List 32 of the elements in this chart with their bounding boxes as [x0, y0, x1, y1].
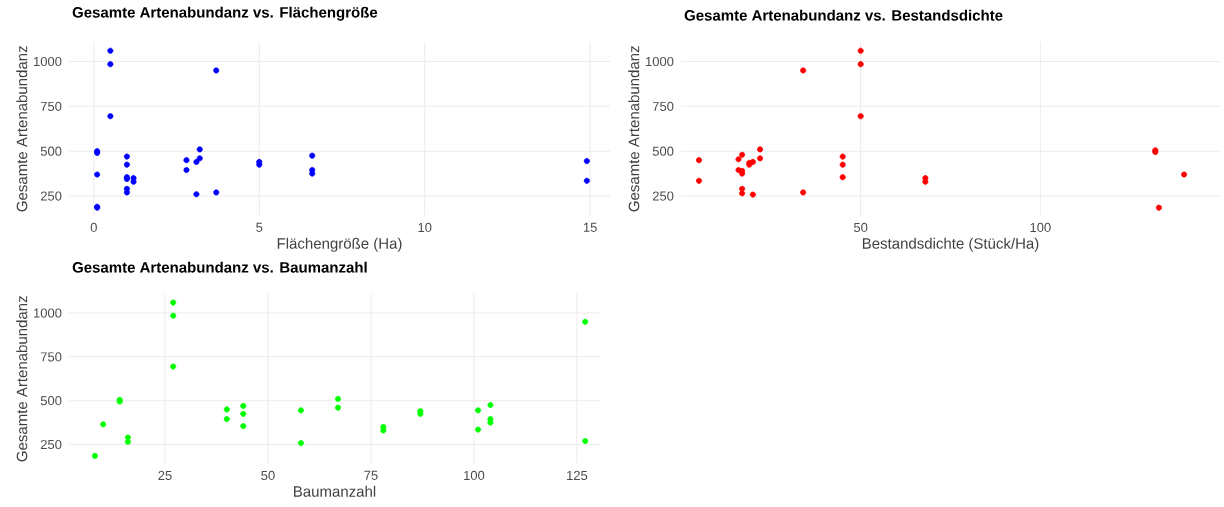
x-axis-title: Bestandsdichte (Stück/Ha) — [862, 237, 1039, 252]
y-tick-label: 1000 — [34, 57, 62, 67]
y-tick-label: 750 — [40, 101, 62, 112]
y-tick-label: 1000 — [646, 57, 674, 67]
x-axis-title: Baumanzahl — [294, 485, 376, 497]
y-axis-title: Gesamte Artenabundanz — [628, 46, 640, 212]
x-tick-label: 75 — [364, 470, 378, 481]
chart-title: Gesamte Artenabundanz vs. Bestandsdichte — [684, 9, 1003, 21]
x-tick-label: 50 — [261, 470, 275, 481]
y-tick-label: 1000 — [34, 308, 62, 318]
y-tick-label: 250 — [40, 440, 62, 450]
x-tick-label: 5 — [256, 222, 263, 233]
y-tick-label: 500 — [40, 146, 62, 156]
x-tick-label: 10 — [418, 222, 432, 233]
x-tick-label: 0 — [90, 222, 97, 233]
x-tick-label: 50 — [853, 222, 868, 233]
y-axis-title: Gesamte Artenabundanz — [16, 296, 28, 462]
y-axis-title: Gesamte Artenabundanz — [16, 46, 28, 212]
y-tick-label: 750 — [40, 352, 62, 362]
x-tick-label: 15 — [583, 222, 597, 233]
y-tick-label: 250 — [40, 191, 62, 201]
chart-title: Gesamte Artenabundanz vs. Baumanzahl — [72, 261, 367, 273]
y-tick-label: 750 — [652, 101, 674, 112]
y-tick-label: 500 — [652, 146, 674, 156]
x-tick-label: 100 — [464, 470, 485, 481]
chart-title: Gesamte Artenabundanz vs. Flächengröße — [72, 6, 378, 21]
y-tick-label: 250 — [652, 191, 674, 201]
x-tick-label: 125 — [567, 470, 588, 481]
x-tick-label: 25 — [158, 470, 172, 481]
x-tick-label: 100 — [1030, 222, 1051, 233]
x-axis-title: Flächengröße (Ha) — [277, 237, 402, 252]
y-tick-label: 500 — [40, 396, 62, 406]
